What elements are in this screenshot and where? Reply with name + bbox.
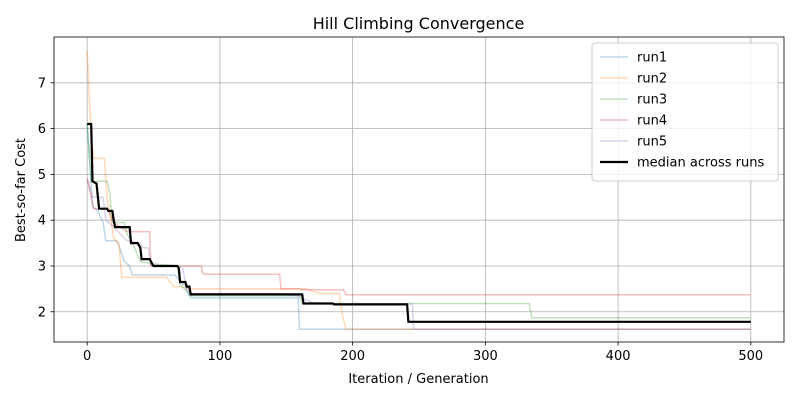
y-axis-label: Best-so-far Cost [14,138,29,242]
series-line-median-across-runs [87,122,751,323]
legend-label: run5 [637,135,667,150]
series-line-run4 [86,178,751,296]
x-ticks: 0 100 200 300 400 500 [83,342,763,364]
legend-label: median across runs [637,156,764,171]
legend-box [591,42,779,182]
x-tick-label: 200 [340,349,365,364]
x-tick-label: 500 [738,349,763,364]
x-tick-label: 300 [473,349,498,364]
series-lines [86,50,751,330]
axes-border [53,36,785,343]
y-tick-label: 5 [38,168,46,183]
y-ticks: 2 3 4 5 6 7 [38,76,54,320]
x-tick-label: 100 [207,349,232,364]
legend-label: run2 [637,72,667,87]
y-tick-label: 2 [38,305,46,320]
x-tick-label: 400 [606,349,631,364]
chart-title: Hill Climbing Convergence [313,14,525,33]
y-tick-label: 6 [38,122,46,137]
legend-label: run1 [637,51,667,66]
y-tick-label: 3 [38,259,46,274]
axes-frame [53,36,785,343]
legend-label: run4 [637,114,667,129]
x-axis-label: Iteration / Generation [348,372,488,387]
series-line-run2 [86,50,751,330]
legend-label: run3 [637,93,667,108]
x-tick-label: 0 [83,349,91,364]
legend: run1 run2 run3 run4 run5 median across runs [591,42,779,182]
y-tick-label: 7 [38,76,46,91]
y-tick-label: 4 [38,214,46,229]
series-line-run1 [86,123,751,330]
